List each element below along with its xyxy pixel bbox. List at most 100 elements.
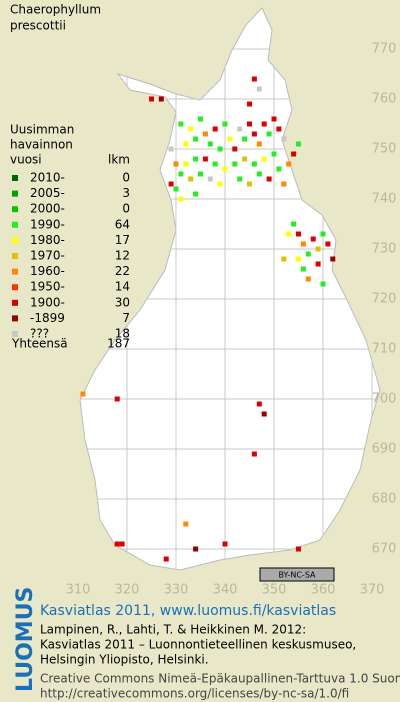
observation-square [207,141,213,147]
legend-swatch [12,175,18,181]
observation-square [276,126,282,132]
observation-square [188,126,194,132]
observation-square [217,181,223,187]
observation-square [247,101,252,107]
observation-square [315,246,321,252]
observation-square [237,176,243,182]
legend-count-header: lkm [108,153,130,167]
legend-header: vuosi [10,153,42,167]
observation-square [281,136,287,142]
legend-label: ??? [30,327,49,341]
y-tick-label: 750 [372,142,397,157]
observation-square [320,281,326,287]
observation-square [251,161,257,167]
observation-square [212,126,218,132]
legend-total-label: Yhteensä [11,337,68,351]
observation-square [315,261,321,267]
legend-total: 187 [107,337,130,351]
observation-square [266,131,272,137]
legend-label: 1950- [30,280,65,294]
y-tick-label: 670 [372,542,397,557]
y-tick-label: 710 [372,342,397,357]
observation-square [296,231,301,237]
legend-label: 1970- [30,249,65,263]
observation-square [296,256,301,262]
cc-badge [259,567,335,582]
logo: LUOMUS [13,587,38,692]
footer-license: Creative Commons Nimeä-Epäkaupallinen-Ta… [40,672,400,686]
observation-square [291,221,297,227]
x-tick-label: 350 [262,583,287,598]
legend-count: 18 [115,327,130,341]
observation-square [237,126,243,132]
legend-swatch [12,284,18,291]
legend-count: 12 [115,249,130,263]
observation-square [222,541,228,547]
observation-square [188,176,194,182]
observation-square [183,161,189,167]
observation-square [251,451,257,457]
observation-square [300,266,306,272]
legend-count: 7 [122,311,130,325]
observation-square [178,171,184,177]
observation-square [320,231,326,237]
legend-count: 3 [122,186,130,200]
observation-square [266,176,272,182]
title: Chaerophyllum [10,3,101,17]
footer-citation: Lampinen, R., Lahti, T. & Heikkinen M. 2… [40,623,306,637]
observation-square [286,161,292,167]
legend-label: 1980- [30,233,65,247]
observation-square [276,166,282,172]
legend-swatch [12,221,18,228]
observation-square [271,116,277,122]
observation-square [261,156,267,162]
observation-square [207,176,213,182]
y-tick-label: 690 [372,442,397,457]
y-tick-label: 700 [372,392,397,407]
observation-square [256,401,262,407]
observation-square [80,391,86,397]
observation-square [281,181,287,187]
x-tick-label: 330 [164,583,189,598]
observation-square [247,181,252,187]
legend-swatch [12,315,18,322]
observation-square [242,136,248,142]
observation-square [325,241,331,247]
x-tick-label: 320 [115,583,140,598]
observation-square [198,171,203,177]
footer-link[interactable]: Kasviatlas 2011, www.luomus.fi/kasviatla… [40,603,336,619]
observation-square [193,191,199,197]
y-tick-label: 770 [372,42,397,57]
observation-square [305,251,311,257]
legend-swatch [12,190,18,197]
legend-header: havainnon [10,138,73,152]
observation-square [163,556,169,562]
legend-label: -1899 [30,311,65,325]
squares [80,76,336,562]
observation-square [149,96,154,102]
observation-square [256,86,262,92]
observation-square [300,241,306,247]
observation-square [183,521,189,527]
legend-count: 14 [115,280,130,294]
legend-swatch [12,268,18,275]
observation-square [261,121,267,127]
legend-swatch [12,331,18,337]
observation-square [178,121,184,127]
observation-square [193,546,199,552]
observation-square [305,276,311,282]
observation-square [271,151,277,157]
observation-square [227,136,233,142]
observation-square [217,146,223,152]
observation-square [202,131,208,137]
observation-square [291,151,297,157]
observation-square [261,411,267,417]
observation-square [222,121,228,127]
observation-square [281,256,287,262]
observation-square [114,541,120,547]
cc-badge-text: BY-NC-SA [278,571,316,580]
observation-square [168,181,174,187]
footer-license: http://creativecommons.org/licenses/by-n… [40,687,349,701]
observation-square [222,166,228,172]
